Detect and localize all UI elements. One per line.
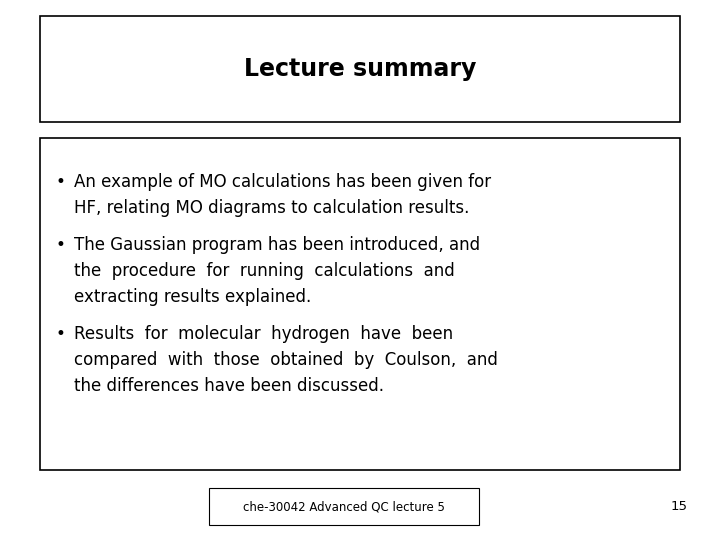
Text: the differences have been discussed.: the differences have been discussed.: [74, 377, 384, 395]
FancyBboxPatch shape: [40, 138, 680, 470]
Text: compared  with  those  obtained  by  Coulson,  and: compared with those obtained by Coulson,…: [74, 351, 498, 369]
Text: The Gaussian program has been introduced, and: The Gaussian program has been introduced…: [74, 236, 480, 254]
FancyBboxPatch shape: [40, 16, 680, 122]
Text: •: •: [55, 173, 66, 191]
Text: Lecture summary: Lecture summary: [244, 57, 476, 81]
Text: •: •: [55, 325, 66, 343]
Text: Results  for  molecular  hydrogen  have  been: Results for molecular hydrogen have been: [74, 325, 454, 343]
Text: An example of MO calculations has been given for: An example of MO calculations has been g…: [74, 173, 491, 191]
Text: che-30042 Advanced QC lecture 5: che-30042 Advanced QC lecture 5: [243, 500, 445, 513]
Text: •: •: [55, 236, 66, 254]
Text: 15: 15: [670, 500, 688, 513]
FancyBboxPatch shape: [209, 488, 479, 525]
Text: the  procedure  for  running  calculations  and: the procedure for running calculations a…: [74, 262, 455, 280]
Text: extracting results explained.: extracting results explained.: [74, 288, 312, 306]
Text: HF, relating MO diagrams to calculation results.: HF, relating MO diagrams to calculation …: [74, 199, 469, 217]
